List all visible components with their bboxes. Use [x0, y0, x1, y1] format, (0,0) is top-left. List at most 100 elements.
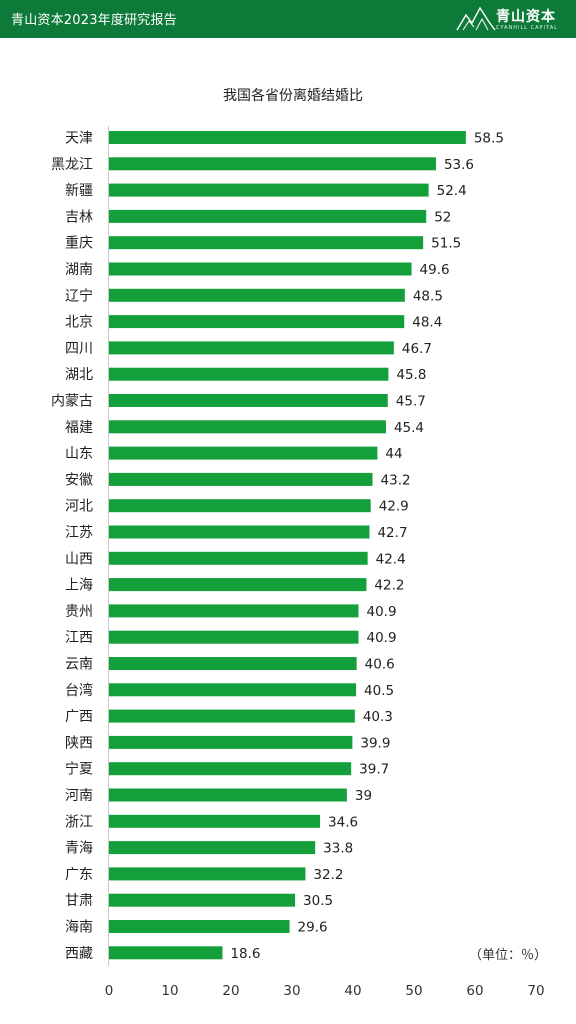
category-label: 湖北 — [65, 367, 93, 383]
value-label: 42.2 — [374, 578, 404, 594]
value-label: 40.3 — [363, 709, 393, 725]
category-label: 重庆 — [65, 236, 93, 252]
category-label: 江西 — [65, 630, 93, 646]
category-label: 贵州 — [65, 604, 93, 620]
chart-title: 我国各省份离婚结婚比 — [223, 87, 363, 104]
value-label: 43.2 — [381, 472, 411, 488]
bar — [109, 262, 412, 276]
bar — [109, 762, 352, 776]
category-label: 上海 — [65, 578, 93, 594]
bar — [109, 499, 371, 513]
unit-note: （单位：％） — [469, 948, 547, 963]
value-label: 51.5 — [431, 236, 461, 252]
value-label: 33.8 — [323, 841, 353, 857]
value-label: 40.9 — [366, 604, 396, 620]
value-label: 34.6 — [328, 814, 358, 830]
bar — [109, 315, 405, 329]
value-label: 48.5 — [413, 288, 443, 304]
value-label: 42.4 — [376, 551, 406, 567]
bar — [109, 446, 378, 460]
bar — [109, 525, 370, 539]
category-label: 甘肃 — [65, 893, 93, 909]
bar — [109, 867, 306, 881]
category-label: 内蒙古 — [51, 394, 93, 410]
category-label: 山东 — [65, 446, 93, 462]
bar — [109, 394, 388, 407]
bar-chart: 我国各省份离婚结婚比 天津 58.5 黑龙江 53.6 新疆 52.4 吉林 52 重庆 51.5… — [51, 87, 547, 999]
value-label: 52 — [434, 209, 451, 225]
bar — [109, 551, 368, 565]
bar — [109, 236, 424, 250]
value-label: 39 — [355, 788, 372, 804]
header-bar: 青山资本2023年度研究报告 青山资本 CYANHILL CAPITAL — [0, 0, 576, 38]
category-label: 辽宁 — [65, 287, 93, 304]
x-tick-label: 50 — [405, 983, 422, 999]
bar — [109, 735, 353, 749]
x-tick-label: 40 — [344, 983, 361, 999]
category-label: 安徽 — [65, 472, 93, 488]
bar — [109, 709, 355, 723]
logo-english-text: CYANHILL CAPITAL — [496, 25, 558, 31]
value-label: 45.8 — [396, 367, 426, 383]
bar — [109, 604, 359, 618]
report-title: 青山资本2023年度研究报告 — [11, 13, 177, 28]
category-label: 宁夏 — [65, 761, 93, 778]
x-tick-label: 20 — [222, 983, 239, 999]
value-label: 30.5 — [303, 893, 333, 909]
x-axis-ticks: 0 10 20 30 40 50 60 70 — [105, 983, 545, 999]
category-label: 广东 — [65, 867, 93, 883]
bar — [109, 157, 436, 171]
x-tick-label: 30 — [283, 983, 300, 999]
value-label: 40.6 — [365, 657, 395, 673]
category-label: 新疆 — [65, 183, 93, 199]
value-label: 42.9 — [379, 499, 409, 515]
category-label: 江苏 — [65, 525, 93, 541]
bar — [109, 209, 427, 223]
value-label: 45.4 — [394, 420, 424, 436]
bars-group: 天津 58.5 黑龙江 53.6 新疆 52.4 吉林 52 重庆 51.5 湖南 49.6 辽宁 48.… — [51, 131, 504, 962]
category-label: 河北 — [65, 499, 93, 515]
category-label: 四川 — [65, 341, 93, 357]
bar — [109, 420, 386, 434]
bar — [109, 131, 466, 144]
value-label: 42.7 — [377, 525, 407, 541]
bar — [109, 578, 367, 592]
value-label: 58.5 — [474, 131, 504, 147]
bar — [109, 946, 223, 960]
bar — [109, 288, 405, 302]
value-label: 53.6 — [444, 157, 474, 173]
bar — [109, 920, 290, 933]
category-label: 广西 — [65, 709, 93, 725]
x-tick-label: 10 — [161, 983, 178, 999]
category-label: 海南 — [65, 920, 93, 936]
category-label: 青海 — [65, 841, 93, 857]
bar — [109, 657, 357, 670]
category-label: 福建 — [65, 420, 93, 436]
value-label: 44 — [385, 446, 402, 462]
value-label: 29.6 — [298, 920, 328, 936]
bar — [109, 341, 394, 355]
value-label: 18.6 — [230, 946, 260, 962]
bar — [109, 183, 429, 197]
x-tick-label: 60 — [466, 983, 483, 999]
category-label: 云南 — [65, 657, 93, 673]
category-label: 西藏 — [65, 946, 93, 962]
value-label: 49.6 — [420, 262, 450, 278]
value-label: 46.7 — [402, 341, 432, 357]
category-label: 湖南 — [65, 262, 93, 278]
category-label: 黑龙江 — [51, 157, 93, 173]
x-tick-label: 70 — [527, 983, 544, 999]
bar — [109, 893, 296, 907]
value-label: 40.9 — [366, 630, 396, 646]
brand-logo: 青山资本 CYANHILL CAPITAL — [456, 4, 568, 34]
bar — [109, 683, 357, 697]
category-label: 山西 — [65, 551, 93, 567]
category-label: 北京 — [65, 315, 93, 331]
bar — [109, 630, 359, 644]
bar — [109, 367, 389, 381]
value-label: 48.4 — [412, 315, 442, 331]
category-label: 台湾 — [65, 682, 93, 699]
value-label: 32.2 — [313, 867, 343, 883]
value-label: 39.9 — [360, 735, 390, 751]
value-label: 52.4 — [437, 183, 467, 199]
